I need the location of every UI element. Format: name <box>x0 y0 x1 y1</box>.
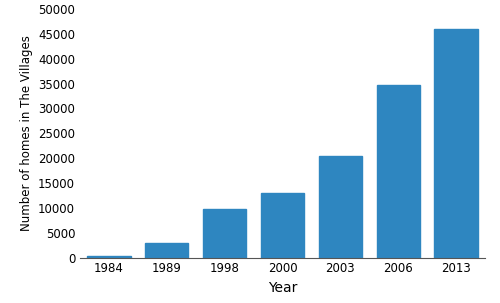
Bar <box>87 255 130 258</box>
Bar <box>261 193 304 258</box>
Bar <box>145 243 188 258</box>
Bar <box>203 209 246 258</box>
Bar <box>318 156 362 258</box>
Y-axis label: Number of homes in The Villages: Number of homes in The Villages <box>20 35 32 231</box>
Bar <box>434 29 478 258</box>
X-axis label: Year: Year <box>268 281 297 295</box>
Bar <box>376 85 420 258</box>
